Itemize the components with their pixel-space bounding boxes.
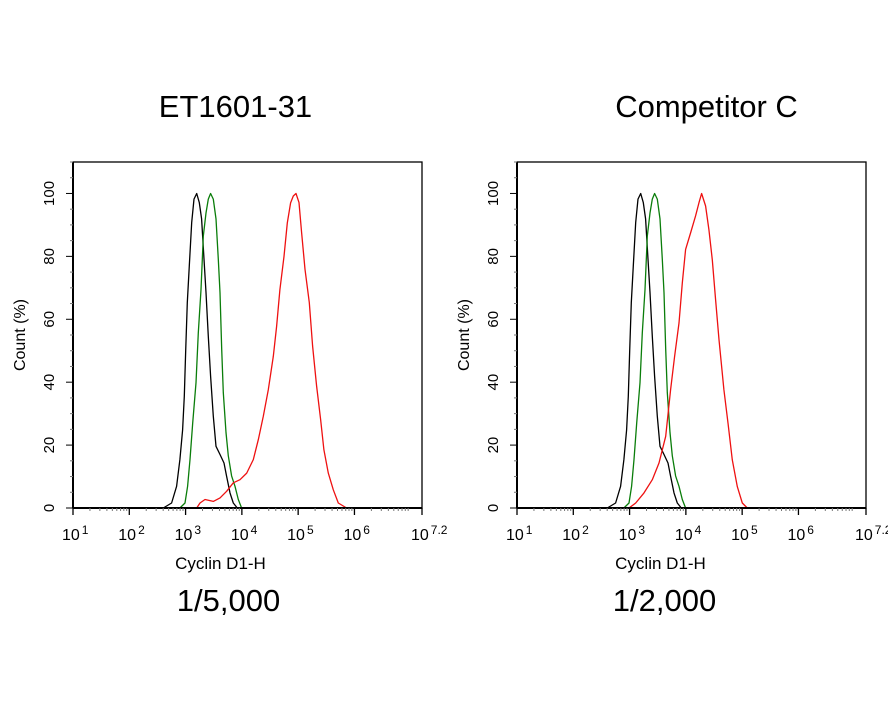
x-tick-label: 10 3 bbox=[175, 523, 202, 544]
x-tick-exponent: 3 bbox=[194, 523, 201, 537]
x-tick-label: 10 5 bbox=[731, 523, 758, 544]
x-tick-exponent: 6 bbox=[363, 523, 370, 537]
x-tick-base: 10 bbox=[175, 527, 193, 544]
x-tick-base: 10 bbox=[287, 527, 305, 544]
x-tick-base: 10 bbox=[62, 527, 80, 544]
x-tick-exponent: 7.2 bbox=[431, 523, 448, 537]
plot-frame bbox=[516, 161, 867, 509]
y-tick-label: 0 bbox=[41, 504, 58, 512]
x-tick-base: 10 bbox=[855, 527, 873, 544]
x-tick-label: 10 3 bbox=[619, 523, 646, 544]
y-tick-label: 60 bbox=[485, 311, 502, 328]
x-tick-exponent: 1 bbox=[82, 523, 89, 537]
caption: 1/5,000 bbox=[177, 583, 280, 618]
y-tick-label: 80 bbox=[41, 248, 58, 265]
y-tick-label: 80 bbox=[485, 248, 502, 265]
x-tick-base: 10 bbox=[562, 527, 580, 544]
x-tick-label: 10 1 bbox=[62, 523, 89, 544]
y-tick-label: 100 bbox=[485, 181, 502, 206]
histogram-series-3 bbox=[196, 192, 347, 509]
x-tick-base: 10 bbox=[118, 527, 136, 544]
x-tick-exponent: 3 bbox=[638, 523, 645, 537]
y-tick-label: 40 bbox=[485, 374, 502, 391]
x-tick-label: 10 6 bbox=[787, 523, 814, 544]
histogram-series-2 bbox=[179, 192, 243, 509]
histogram-series-1 bbox=[162, 192, 238, 509]
histogram-series-2 bbox=[623, 192, 687, 509]
y-tick-label: 0 bbox=[485, 504, 502, 512]
chart-panel-1: ET1601-31 Cyclin D1-H 1/5,000 Count (%) 0 20 4… bbox=[12, 89, 448, 618]
x-tick-base: 10 bbox=[731, 527, 749, 544]
chart-title: ET1601-31 bbox=[159, 89, 312, 124]
x-tick-exponent: 2 bbox=[582, 523, 589, 537]
x-tick-base: 10 bbox=[675, 527, 693, 544]
x-tick-label: 10 4 bbox=[675, 523, 702, 544]
x-tick-exponent: 4 bbox=[251, 523, 258, 537]
x-tick-base: 10 bbox=[787, 527, 805, 544]
x-tick-label: 10 2 bbox=[562, 523, 589, 544]
x-tick-exponent: 4 bbox=[695, 523, 702, 537]
x-tick-base: 10 bbox=[411, 527, 429, 544]
x-tick-label: 10 6 bbox=[343, 523, 370, 544]
x-tick-exponent: 7.2 bbox=[875, 523, 888, 537]
histogram-series-1 bbox=[606, 192, 682, 509]
x-axis-label: Cyclin D1-H bbox=[615, 554, 706, 573]
x-tick-exponent: 5 bbox=[307, 523, 314, 537]
y-tick-label: 20 bbox=[41, 437, 58, 454]
x-tick-label: 10 5 bbox=[287, 523, 314, 544]
x-tick-label: 10 1 bbox=[506, 523, 533, 544]
y-tick-label: 20 bbox=[485, 437, 502, 454]
x-tick-exponent: 6 bbox=[807, 523, 814, 537]
x-tick-label: 10 2 bbox=[118, 523, 145, 544]
x-tick-label: 107.2 bbox=[855, 523, 888, 544]
y-tick-label: 60 bbox=[41, 311, 58, 328]
y-axis-label: Count (%) bbox=[456, 299, 473, 371]
histogram-series-3 bbox=[628, 192, 748, 509]
chart-panel-2: Competitor C Cyclin D1-H 1/2,000 Count (%) 0… bbox=[456, 89, 888, 618]
chart-title: Competitor C bbox=[615, 89, 798, 124]
x-tick-label: 10 4 bbox=[231, 523, 258, 544]
caption: 1/2,000 bbox=[613, 583, 716, 618]
x-axis-label: Cyclin D1-H bbox=[175, 554, 266, 573]
y-tick-label: 40 bbox=[41, 374, 58, 391]
x-tick-exponent: 5 bbox=[751, 523, 758, 537]
x-tick-base: 10 bbox=[619, 527, 637, 544]
y-tick-label: 100 bbox=[41, 181, 58, 206]
x-tick-exponent: 2 bbox=[138, 523, 145, 537]
x-tick-base: 10 bbox=[343, 527, 361, 544]
x-tick-base: 10 bbox=[231, 527, 249, 544]
x-tick-base: 10 bbox=[506, 527, 524, 544]
y-axis-label: Count (%) bbox=[12, 299, 29, 371]
plot-frame bbox=[72, 161, 423, 509]
x-tick-exponent: 1 bbox=[526, 523, 533, 537]
